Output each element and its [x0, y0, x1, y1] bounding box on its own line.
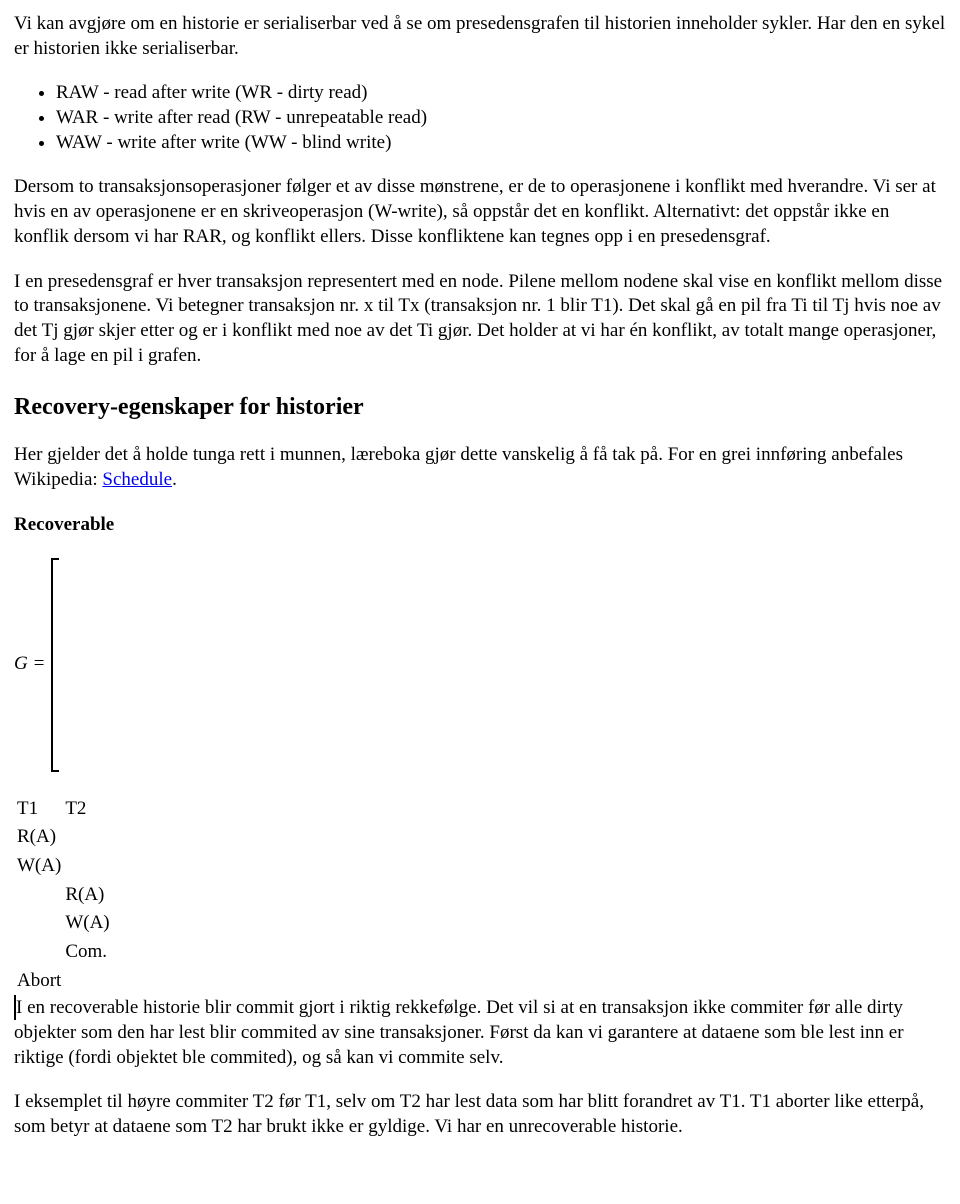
text: I en recoverable historie blir commit gj… [14, 997, 904, 1067]
matrix-cell [16, 910, 62, 937]
matrix-lhs: G = [14, 652, 51, 677]
schedule-link[interactable]: Schedule [102, 469, 172, 490]
heading-recovery: Recovery-egenskaper for historier [14, 392, 946, 423]
subheading-recoverable: Recoverable [14, 513, 946, 538]
paragraph-recovery-intro: Her gjelder det å holde tunga rett i mun… [14, 443, 946, 492]
paragraph-precedence-graph: I en presedensgraf er hver transaksjon r… [14, 270, 946, 369]
matrix-cell [16, 882, 62, 909]
matrix-cell [16, 939, 62, 966]
conflict-types-list: RAW - read after write (WR - dirty read)… [14, 81, 946, 155]
list-item: WAW - write after write (WW - blind writ… [56, 131, 946, 156]
matrix-cell: R(A) [16, 824, 62, 851]
text: . [172, 469, 177, 490]
matrix-cell [64, 824, 110, 851]
matrix-cell: R(A) [64, 882, 110, 909]
matrix-cell [64, 853, 110, 880]
matrix-cell: W(A) [64, 910, 110, 937]
matrix-cell: W(A) [16, 853, 62, 880]
paragraph-example: I eksemplet til høyre commiter T2 før T1… [14, 1090, 946, 1139]
paragraph-intro: Vi kan avgjøre om en historie er seriali… [14, 12, 946, 61]
matrix-cell: Com. [64, 939, 110, 966]
matrix-cell: Abort [16, 968, 62, 995]
list-item: RAW - read after write (WR - dirty read) [56, 81, 946, 106]
matrix-header: T1 [16, 796, 62, 823]
matrix-header: T2 [64, 796, 110, 823]
left-bracket-icon [51, 558, 59, 772]
list-item: WAR - write after read (RW - unrepeatabl… [56, 106, 946, 131]
paragraph-conflict: Dersom to transaksjonsoperasjoner følger… [14, 175, 946, 249]
paragraph-recoverable-body: G = [14, 558, 946, 774]
matrix-g: G = [14, 558, 79, 772]
matrix-cell [64, 968, 110, 995]
matrix-content [59, 659, 79, 671]
